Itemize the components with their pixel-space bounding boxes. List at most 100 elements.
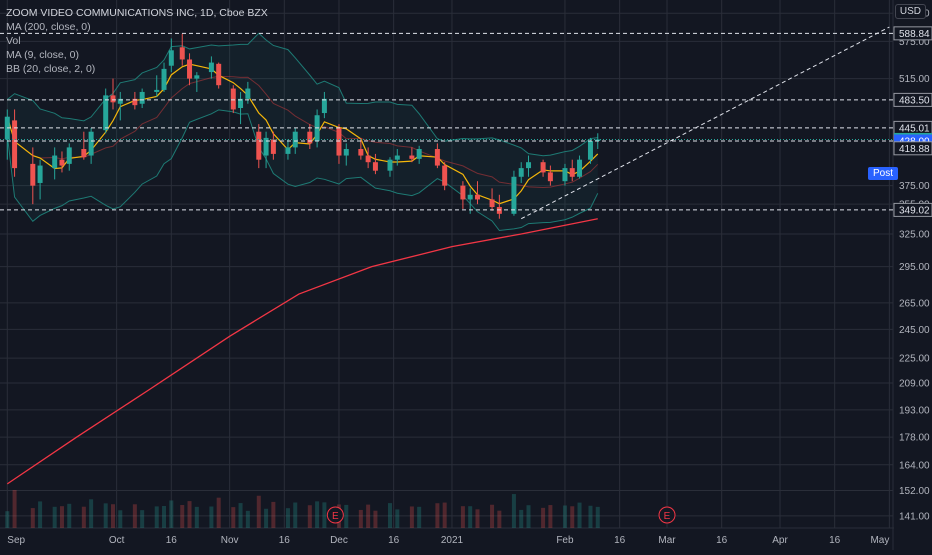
candle [59, 151, 65, 173]
candle-body [460, 185, 466, 200]
level-price-tag: 349.02 [899, 205, 930, 216]
candle-body [161, 68, 167, 90]
level-price-tag: 445.01 [899, 123, 930, 134]
bollinger-basis [6, 75, 599, 189]
candle-body [256, 131, 262, 160]
bollinger-bands [6, 32, 599, 232]
volume-bar [417, 506, 422, 528]
candle-body [434, 149, 440, 166]
indicator-bollinger[interactable]: BB (20, close, 2, 0) [6, 63, 96, 75]
candle-body [540, 162, 546, 173]
candle-body [343, 149, 349, 156]
volume-bar [315, 501, 320, 528]
candle [161, 62, 167, 92]
volume-bar [395, 509, 400, 528]
candle [179, 33, 185, 66]
candle [394, 149, 400, 166]
volume-bar [519, 509, 524, 528]
indicator-volume[interactable]: Vol [6, 35, 21, 47]
volume-bar [118, 510, 123, 528]
bollinger-fill [7, 33, 598, 231]
candle [263, 131, 269, 169]
level-price-tag: 418.88 [899, 144, 930, 155]
level-price-tag-bg [893, 92, 932, 107]
volume-bar [435, 503, 440, 528]
volume-bar [154, 506, 159, 528]
level-price-tag-bg [893, 202, 932, 217]
candle-body [110, 95, 116, 103]
candle [256, 124, 262, 169]
candle [336, 124, 342, 164]
candle-body [416, 149, 422, 159]
candle-body [336, 127, 342, 156]
candle [496, 194, 502, 219]
candle-body [489, 199, 495, 208]
volume-bar [264, 508, 269, 528]
price-axis[interactable]: 141.00 152.00 164.00 178.00 193.00 209.00 225.… [893, 0, 932, 550]
candle-body [81, 149, 87, 158]
indicator-ma200[interactable]: MA (200, close, 0) [6, 21, 91, 33]
candle-body [88, 131, 94, 156]
earnings-marker[interactable]: E [658, 506, 676, 524]
volume-bar [490, 504, 495, 528]
volume-bar [526, 505, 531, 528]
volume-bar [307, 505, 312, 528]
candle [434, 143, 440, 169]
price-tick-label: 152.00 [899, 486, 930, 497]
volume-bar [38, 501, 43, 528]
candle-body [154, 89, 160, 92]
volume-bar [475, 509, 480, 528]
candle [285, 139, 291, 160]
volume-bar [373, 510, 378, 528]
price-tick-label: 245.00 [899, 325, 930, 336]
bollinger-upper-band [6, 32, 598, 157]
candle-body [37, 165, 43, 183]
earnings-marker-circle [658, 506, 676, 524]
time-tick-label: Nov [221, 535, 239, 546]
earnings-marker[interactable]: E [326, 506, 344, 524]
volume-bar [67, 503, 72, 528]
volume-bar [468, 506, 473, 528]
candle-body [270, 139, 276, 154]
time-axis[interactable]: Sep Oct 16 Nov 16 Dec 16 2021 Feb 16 Mar 16 Apr 16 May [7, 535, 889, 546]
candle-body [577, 159, 583, 177]
candle [139, 88, 145, 109]
volume-bar [366, 504, 371, 528]
volume-bar [541, 507, 546, 528]
candle-body [394, 155, 400, 160]
volume-bar [511, 494, 516, 528]
candle [372, 153, 378, 175]
volume-bar [322, 502, 327, 528]
volume-bar [285, 508, 290, 528]
horizontal-levels[interactable] [0, 32, 893, 211]
candle-body [139, 91, 145, 104]
trendline[interactable] [520, 26, 890, 220]
candle [187, 53, 193, 86]
level-price-tag-bg [893, 26, 932, 41]
volume-bar [358, 509, 363, 528]
candle-body [387, 159, 393, 171]
candle-body [496, 207, 502, 214]
volume-bar [256, 495, 261, 528]
candle [321, 91, 327, 119]
candle [103, 88, 109, 134]
candle-body [595, 139, 601, 142]
volume-bar [231, 507, 236, 528]
candle-body [511, 176, 517, 214]
chart-title[interactable]: ZOOM VIDEO COMMUNICATIONS INC, 1D, Cboe … [6, 7, 268, 19]
volume-bar [169, 500, 174, 528]
indicator-ma9[interactable]: MA (9, close, 0) [6, 49, 79, 61]
candle [12, 109, 18, 177]
candle [474, 181, 480, 205]
candle [216, 62, 222, 89]
time-tick-label: 16 [829, 535, 841, 546]
candle-body [307, 131, 313, 144]
time-tick-label: Feb [556, 535, 574, 546]
currency-button[interactable]: USD [894, 4, 926, 19]
volume-bar [548, 505, 553, 528]
candle-body [59, 159, 65, 166]
time-tick-label: Mar [658, 535, 676, 546]
